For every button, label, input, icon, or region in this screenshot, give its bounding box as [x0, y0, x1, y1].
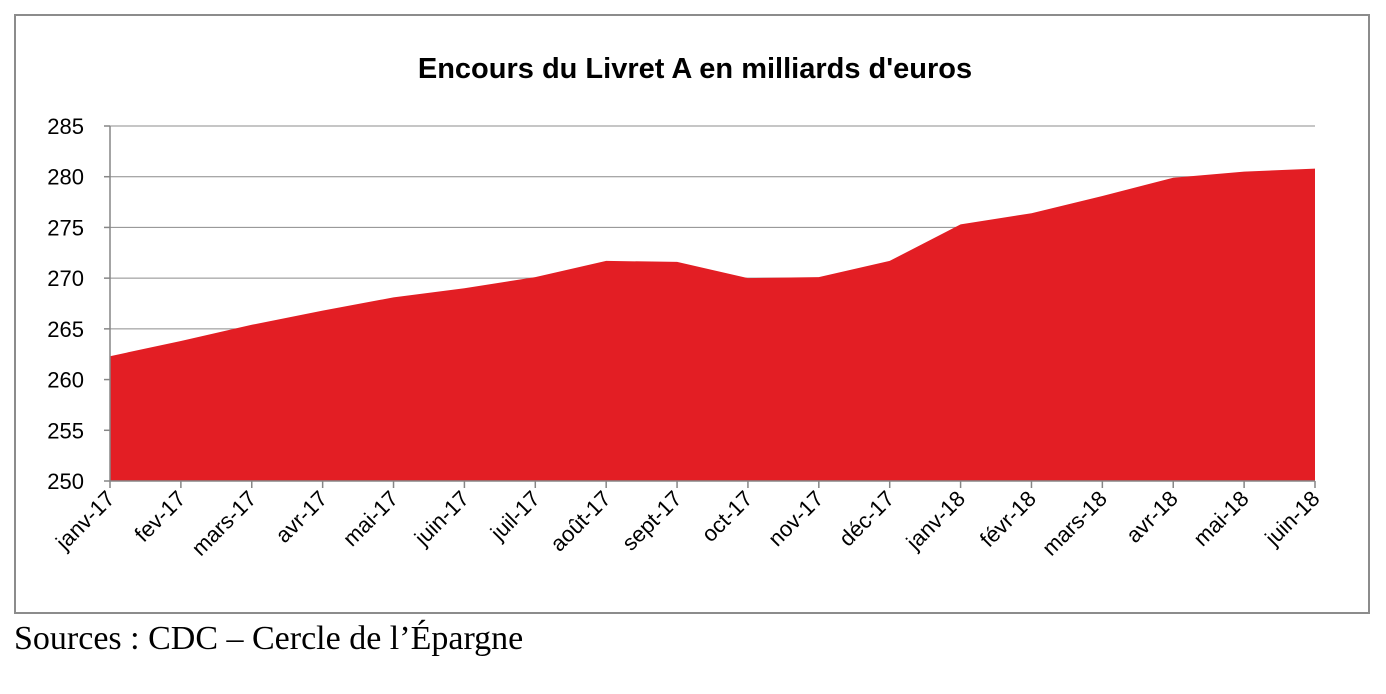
chart-title: Encours du Livret A en milliards d'euros	[418, 53, 972, 85]
area-series-fill	[110, 168, 1315, 481]
x-tick-label: mars-18	[1037, 486, 1112, 561]
y-tick-label: 280	[47, 165, 84, 190]
y-tick-label: 285	[47, 114, 84, 139]
y-tick-label: 275	[47, 215, 84, 240]
source-note: Sources : CDC – Cercle de l’Épargne	[14, 620, 524, 657]
x-tick-label: avr-18	[1121, 486, 1183, 548]
x-tick-label: fev-17	[129, 486, 190, 547]
y-tick-label: 270	[47, 266, 84, 291]
x-tick-label: avr-17	[270, 486, 332, 548]
x-tick-label: août-17	[545, 486, 615, 556]
x-tick-label: juin-18	[1259, 486, 1324, 551]
x-tick-label: juil-17	[485, 486, 545, 546]
x-tick-label: févr-18	[975, 486, 1041, 552]
y-tick-label: 265	[47, 317, 84, 342]
x-tick-label: mars-17	[187, 486, 262, 561]
x-tick-label: nov-17	[763, 486, 828, 551]
y-tick-label: 250	[47, 469, 84, 494]
y-tick-labels: 250 255 260 265 270 275 280 285	[47, 114, 84, 494]
y-tick-label: 255	[47, 418, 84, 443]
x-tick-label: janv-17	[50, 486, 119, 555]
x-tick-label: juin-17	[409, 486, 474, 551]
area-series	[110, 168, 1315, 481]
x-tick-label: déc-17	[834, 486, 899, 551]
x-tick-label: oct-17	[697, 486, 758, 547]
y-tick-label: 260	[47, 368, 84, 393]
x-tick-label: sept-17	[617, 486, 687, 556]
x-tick-label: janv-18	[901, 486, 970, 555]
axes	[104, 125, 1316, 488]
x-tick-label: mai-17	[338, 486, 403, 551]
x-tick-label: mai-18	[1188, 486, 1253, 551]
